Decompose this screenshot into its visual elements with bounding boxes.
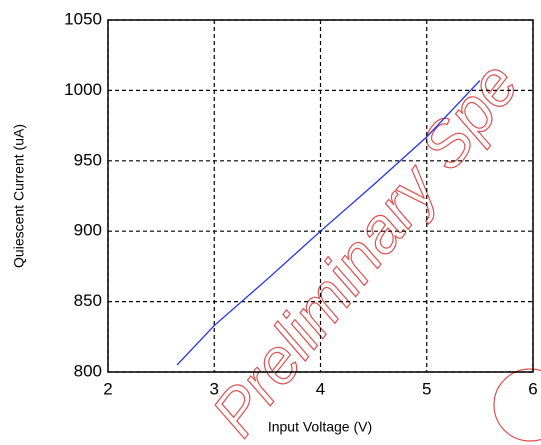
- y-tick-label: 900: [74, 221, 102, 240]
- y-tick-label: 1000: [64, 80, 102, 99]
- watermark: Preliminary Spe: [198, 49, 533, 445]
- plot-frame: [107, 19, 534, 373]
- x-tick-label: 2: [103, 379, 112, 398]
- x-tick-label: 3: [210, 379, 219, 398]
- x-tick-label: 4: [316, 379, 325, 398]
- y-axis-label: Quiescent Current (uA): [11, 124, 27, 268]
- y-tick-label: 950: [74, 150, 102, 169]
- y-tick-label: 800: [74, 361, 102, 380]
- x-tick-label: 6: [528, 379, 537, 398]
- y-tick-label: 1050: [64, 9, 102, 28]
- data-line: [176, 80, 481, 366]
- x-tick-label: 5: [422, 379, 431, 398]
- x-axis-label: Input Voltage (V): [268, 419, 372, 435]
- watermark-seal: [493, 368, 541, 442]
- y-tick-label: 850: [74, 291, 102, 310]
